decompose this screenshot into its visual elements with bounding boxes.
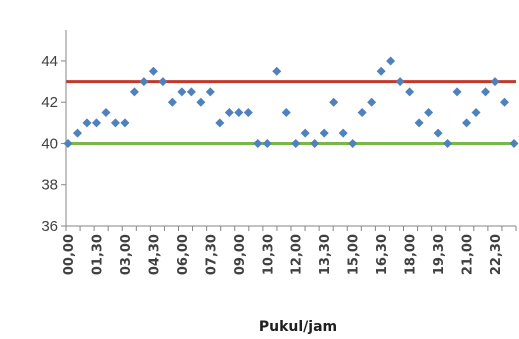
y-tick-label: 42	[41, 94, 58, 111]
data-point	[386, 56, 396, 66]
data-point	[167, 97, 177, 107]
data-point	[348, 138, 358, 148]
y-tick-labels: 36 38 40 42 44	[41, 53, 58, 235]
data-point	[224, 108, 234, 118]
data-point	[471, 108, 481, 118]
data-point	[253, 138, 263, 148]
data-point	[300, 128, 310, 138]
data-point	[490, 77, 500, 87]
axes	[61, 30, 517, 231]
data-point	[319, 128, 329, 138]
x-tick-label: 13,30	[318, 234, 333, 275]
data-point	[357, 108, 367, 118]
data-point	[414, 118, 424, 128]
data-point	[129, 87, 139, 97]
data-point	[110, 118, 120, 128]
x-tick-label: 01,30	[90, 234, 105, 275]
data-point	[72, 128, 82, 138]
data-point	[500, 97, 510, 107]
data-point	[424, 108, 434, 118]
plot-area	[66, 30, 516, 226]
y-tick-label: 44	[41, 53, 58, 70]
data-point	[82, 118, 92, 128]
x-tick-label: 06,00	[176, 234, 191, 275]
x-tick-label: 00,00	[62, 234, 77, 275]
x-tick-labels: 00,00 01,30 03,00 04,30 06,00 07,30 09,00 10,30…	[62, 234, 504, 275]
x-tick-label: 09,00	[233, 234, 248, 275]
data-point	[481, 87, 491, 97]
x-tick-label: 03,00	[119, 234, 134, 275]
data-point	[101, 108, 111, 118]
data-point	[367, 97, 377, 107]
data-point	[405, 87, 415, 97]
data-point	[63, 138, 73, 148]
data-point	[443, 138, 453, 148]
data-point	[462, 118, 472, 128]
data-point	[395, 77, 405, 87]
x-tick-label: 19,30	[432, 234, 447, 275]
data-point	[509, 138, 519, 148]
data-point	[272, 66, 282, 76]
data-point	[139, 77, 149, 87]
data-point	[329, 97, 339, 107]
x-tick-label: 07,30	[204, 234, 219, 275]
data-points	[63, 56, 519, 148]
x-tick-label: 12,00	[290, 234, 305, 275]
y-tick-label: 40	[41, 135, 58, 152]
data-point	[234, 108, 244, 118]
x-tick-label: 18,00	[404, 234, 419, 275]
x-axis-label: Pukul/jam	[259, 319, 337, 335]
data-point	[196, 97, 206, 107]
data-point	[452, 87, 462, 97]
data-point	[376, 66, 386, 76]
data-point	[148, 66, 158, 76]
data-point	[281, 108, 291, 118]
data-point	[91, 118, 101, 128]
data-point	[215, 118, 225, 128]
data-point	[291, 138, 301, 148]
x-tick-label: 10,30	[261, 234, 276, 275]
data-point	[120, 118, 130, 128]
x-tick-label: 22,30	[489, 234, 504, 275]
data-point	[433, 128, 443, 138]
x-tick-label: 16,30	[375, 234, 390, 275]
data-point	[243, 108, 253, 118]
data-point	[310, 138, 320, 148]
data-point	[338, 128, 348, 138]
data-point	[205, 87, 215, 97]
y-tick-label: 36	[41, 218, 58, 235]
x-tick-label: 04,30	[147, 234, 162, 275]
data-point	[158, 77, 168, 87]
data-point	[177, 87, 187, 97]
data-point	[186, 87, 196, 97]
data-point	[262, 138, 272, 148]
y-tick-label: 38	[41, 177, 58, 194]
x-tick-label: 15,00	[347, 234, 362, 275]
x-tick-label: 21,00	[461, 234, 476, 275]
